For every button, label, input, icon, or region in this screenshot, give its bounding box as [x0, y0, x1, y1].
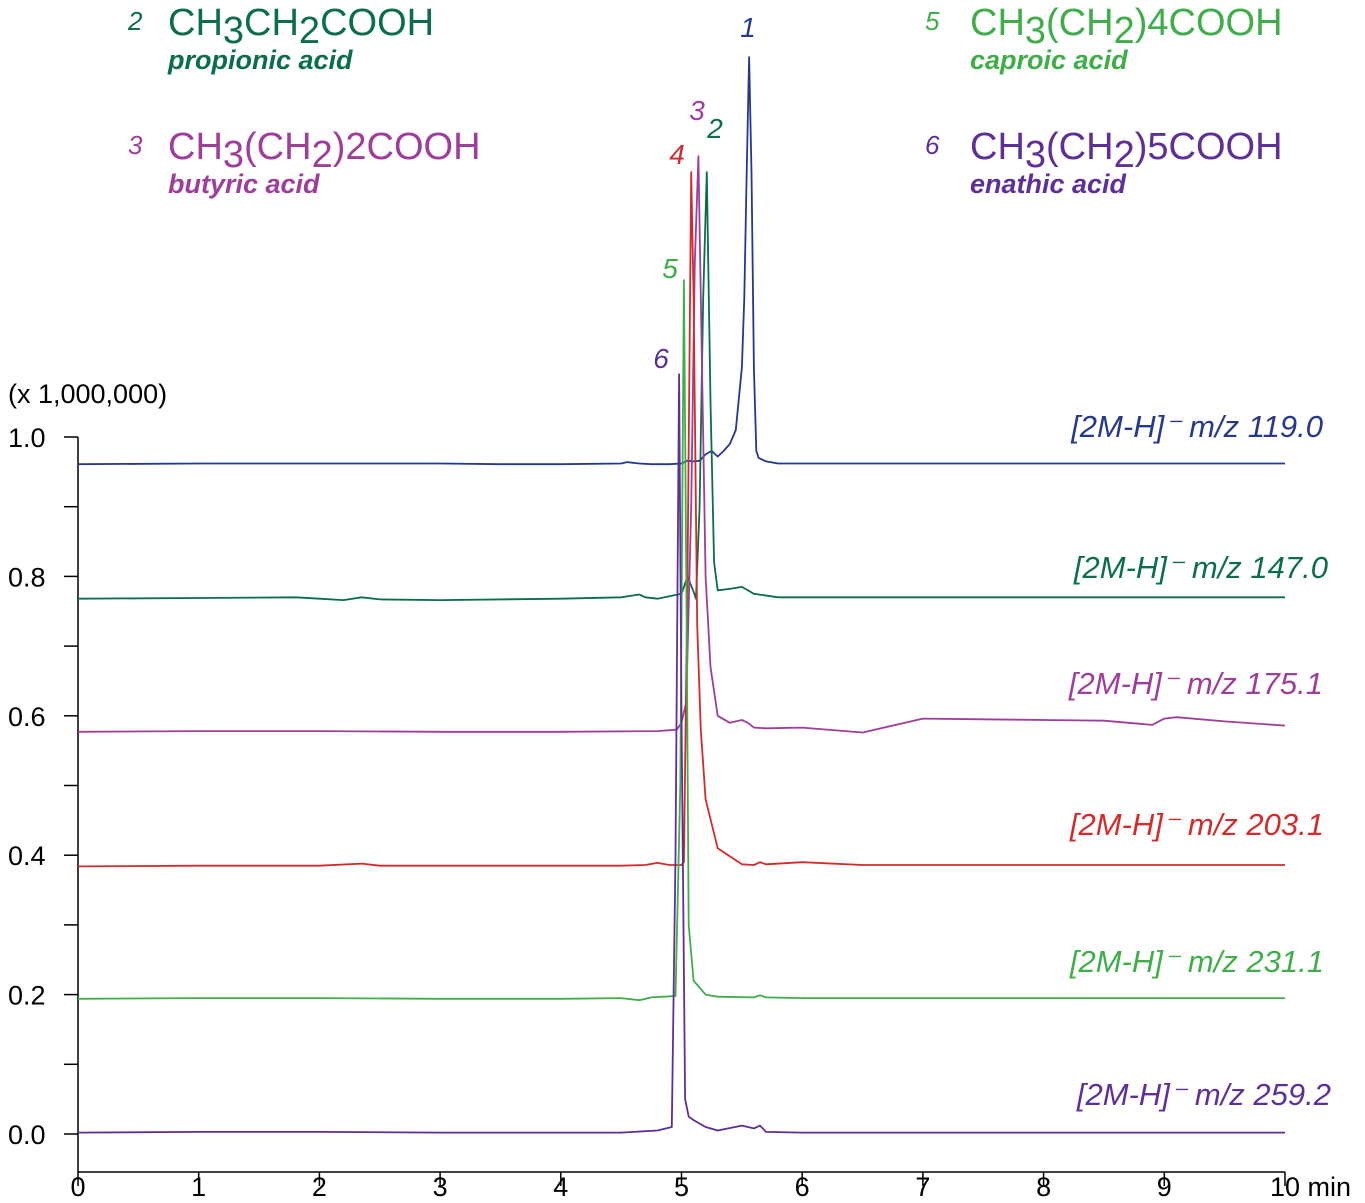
- y-tick-label: 0.0: [8, 1120, 46, 1150]
- trace-label: [2M-H]⁻ m/z 203.1: [1069, 807, 1324, 842]
- peak-label: 3: [689, 95, 705, 126]
- y-tick-label: 0.4: [8, 841, 46, 871]
- x-tick-label: 4: [553, 1172, 568, 1202]
- x-tick-label: 9: [1157, 1172, 1172, 1202]
- trace-label: [2M-H]⁻ m/z 231.1: [1069, 944, 1324, 979]
- legend-formula: CH3(CH2)4COOH: [970, 2, 1283, 52]
- peak-label: 6: [653, 343, 669, 374]
- y-tick-label: 0.8: [8, 562, 46, 592]
- trace-line: [77, 279, 1285, 1002]
- y-tick-label: 0.6: [8, 702, 46, 732]
- trace-line: [77, 373, 1285, 1134]
- legend-formula: CH3(CH2)5COOH: [970, 126, 1283, 176]
- x-tick-label: 8: [1036, 1172, 1051, 1202]
- x-tick-label: 6: [795, 1172, 810, 1202]
- traces: [77, 56, 1286, 1134]
- y-tick-label: 1.0: [8, 423, 46, 453]
- trace-line: [77, 56, 1285, 466]
- legend-formula: CH3(CH2)2COOH: [168, 126, 481, 176]
- peak-label: 4: [669, 139, 685, 170]
- trace-label: [2M-H]⁻ m/z 147.0: [1073, 550, 1328, 585]
- legend-compound-name: enathic acid: [970, 169, 1127, 199]
- peak-label: 1: [740, 12, 756, 43]
- trace-line: [77, 171, 1285, 868]
- x-tick-label: 10 min: [1270, 1172, 1351, 1202]
- y-tick-label: 0.2: [8, 981, 46, 1011]
- legend-compound-name: butyric acid: [168, 169, 320, 199]
- x-tick-label: 7: [915, 1172, 930, 1202]
- trace-line: [77, 171, 1285, 601]
- axes: 0 1 2 3 4 5 6 7 8 9 10 min 0.0 0.2 0.4 0.6 0.8 1.0 (x 1,0…: [8, 379, 1351, 1202]
- x-tick-label: 0: [70, 1172, 85, 1202]
- peak-label: 2: [706, 113, 723, 144]
- legend-formula: CH3CH2COOH: [168, 2, 435, 52]
- trace-label: [2M-H]⁻ m/z 175.1: [1068, 666, 1323, 701]
- x-tick-label: 2: [312, 1172, 327, 1202]
- legend-compound-name: propionic acid: [168, 45, 353, 75]
- peak-label: 5: [662, 253, 678, 284]
- labels: [2M-H]⁻ m/z 119.0 1 [2M-H]⁻ m/z 147.0 2 [2M-…: [653, 12, 1331, 1112]
- trace-label: [2M-H]⁻ m/z 119.0: [1070, 409, 1323, 444]
- x-tick-label: 3: [433, 1172, 448, 1202]
- legend-number: 5: [925, 6, 940, 36]
- legend-number: 3: [128, 130, 143, 160]
- legend-number: 2: [128, 6, 143, 36]
- y-axis-label: (x 1,000,000): [8, 379, 167, 409]
- trace-label: [2M-H]⁻ m/z 259.2: [1076, 1077, 1331, 1112]
- x-tick-label: 1: [191, 1172, 206, 1202]
- x-tick-label: 5: [674, 1172, 689, 1202]
- legend-number: 6: [925, 130, 940, 160]
- trace-line: [77, 155, 1286, 734]
- legend-compound-name: caproic acid: [970, 45, 1128, 75]
